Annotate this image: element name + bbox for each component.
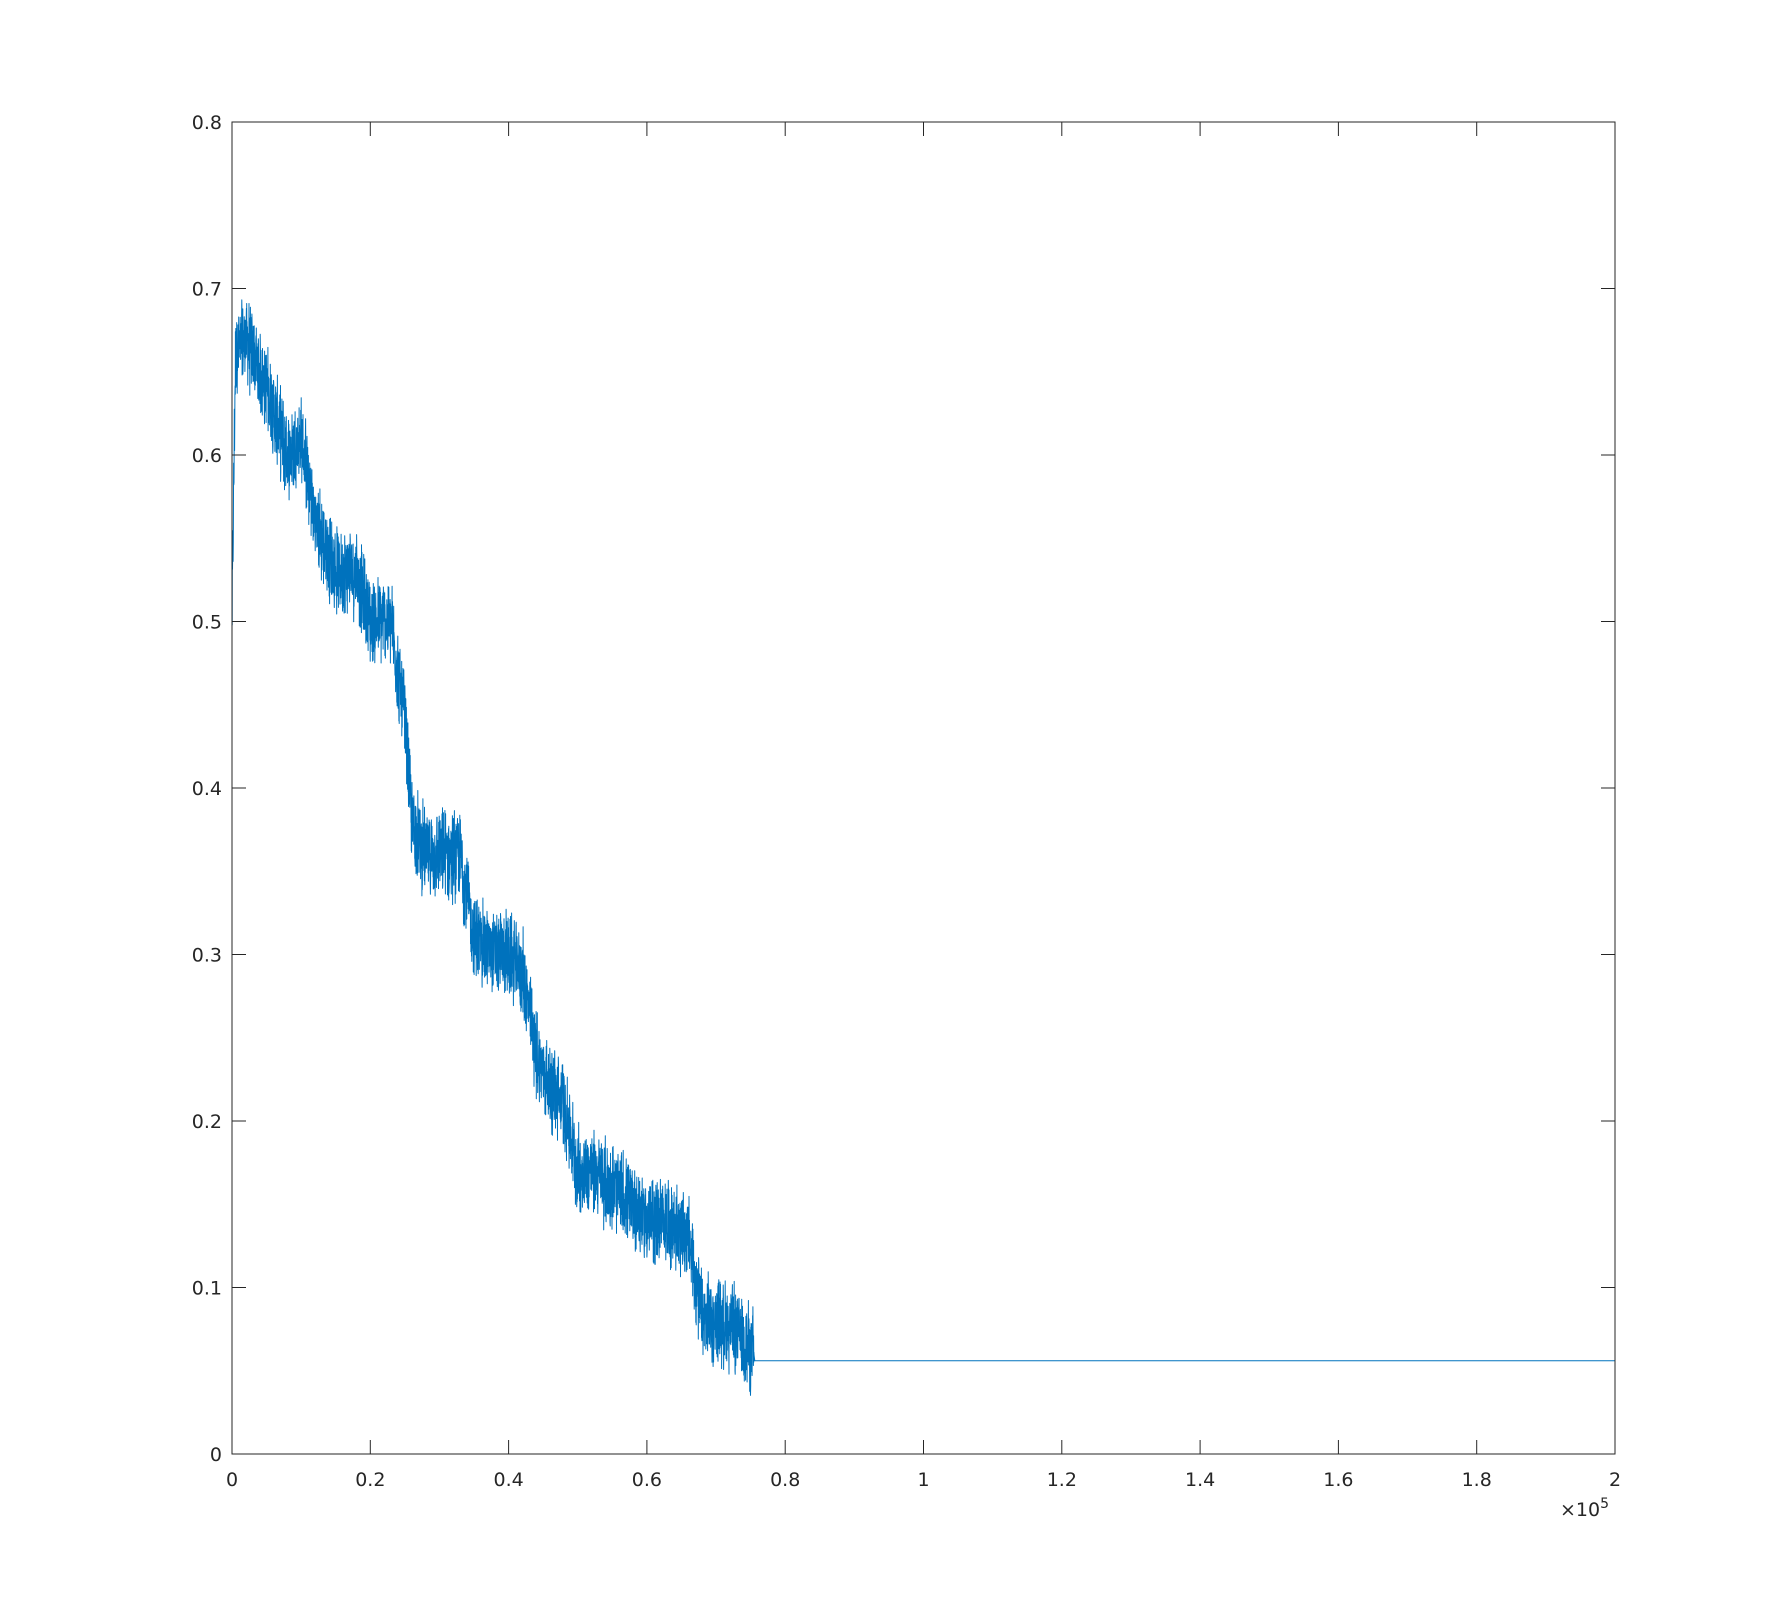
- y-tick-label: 0.2: [192, 1111, 222, 1133]
- y-tick-label: 0.4: [192, 778, 222, 800]
- x-tick-label: 2: [1609, 1469, 1621, 1491]
- x-exponent-base: ×10: [1560, 1499, 1600, 1521]
- plot-layer: [231, 299, 1615, 1396]
- x-tick-label: 0.6: [632, 1469, 662, 1491]
- x-tick-label: 1.8: [1462, 1469, 1492, 1491]
- x-tick-label: 0: [226, 1469, 238, 1491]
- axes-box: [231, 121, 1616, 1455]
- x-tick-label: 1.4: [1185, 1469, 1215, 1491]
- x-exponent-power: 5: [1600, 1496, 1609, 1512]
- y-tick-label: 0.7: [192, 279, 222, 301]
- y-tick-label: 0: [210, 1444, 222, 1466]
- y-tick-label: 0.1: [192, 1278, 222, 1300]
- series-line: [231, 299, 1615, 1396]
- x-tick-label: 1.6: [1323, 1469, 1353, 1491]
- x-tick-label: 0.4: [493, 1469, 523, 1491]
- x-tick-label: 1: [917, 1469, 929, 1491]
- y-tick-label: 0.3: [192, 945, 222, 967]
- y-tick-label: 0.6: [192, 445, 222, 467]
- axes-layer: 0 0.2 0.4 0.6 0.8 1 1.2 1.4 1.6 1.8 2 0 0.1 0.2 0.3 0.4…: [192, 112, 1621, 1491]
- y-tick-label: 0.5: [192, 612, 222, 634]
- x-tick-label: 0.8: [770, 1469, 800, 1491]
- x-tick-label: 1.2: [1047, 1469, 1077, 1491]
- x-exponent-label: ×105: [1560, 1496, 1609, 1521]
- y-tick-label: 0.8: [192, 112, 222, 134]
- x-tick-label: 0.2: [355, 1469, 385, 1491]
